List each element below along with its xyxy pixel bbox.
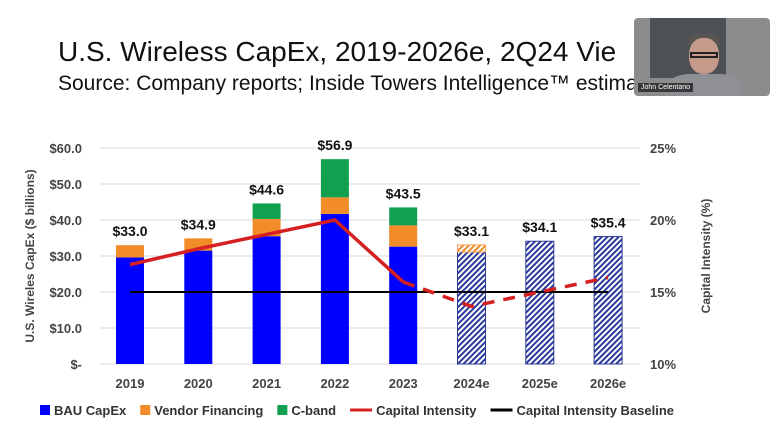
bar-bau-capex-2026e — [593, 236, 623, 365]
participant-name: John Celentano — [638, 83, 694, 92]
bar-c-band-2023 — [389, 207, 418, 226]
capital-intensity-line — [129, 218, 405, 284]
y-tick-label: $20.0 — [49, 285, 82, 300]
legend-label: Capital Intensity — [376, 403, 477, 418]
legend-swatch — [140, 405, 151, 415]
legend-swatch — [40, 405, 50, 415]
bar-bau-capex-2023 — [389, 246, 418, 364]
data-label-2026e: $35.4 — [591, 215, 626, 231]
y2-tick-label: 10% — [650, 357, 676, 372]
data-label-2023: $43.5 — [386, 185, 421, 201]
bar-vendor-financing-2023 — [389, 225, 418, 247]
y-tick-label: $60.0 — [49, 141, 82, 156]
y-tick-label: $- — [70, 357, 82, 372]
bar-vendor-financing-2022 — [320, 197, 349, 214]
bar-c-band-2021 — [252, 203, 281, 219]
slide-title: U.S. Wireless CapEx, 2019-2026e, 2Q24 Vi… — [58, 36, 617, 67]
data-label-2024e: $33.1 — [454, 223, 489, 239]
bar-bau-capex-2019 — [116, 257, 144, 364]
capital-intensity-estimate-line — [402, 275, 609, 309]
legend-label: Vendor Financing — [154, 403, 263, 418]
x-tick-label: 2020 — [184, 376, 213, 391]
x-tick-label: 2025e — [522, 376, 558, 391]
legend-swatch — [277, 405, 288, 415]
y2-axis-label: Capital Intensity (%) — [699, 199, 713, 314]
y-tick-label: $40.0 — [49, 213, 82, 228]
legend-label: BAU CapEx — [54, 403, 127, 418]
y2-tick-label: 25% — [650, 141, 676, 156]
data-label-2019: $33.0 — [112, 223, 147, 239]
legend-label: Capital Intensity Baseline — [517, 403, 675, 418]
data-label-2025e: $34.1 — [522, 219, 557, 235]
slide-subtitle: Source: Company reports; Inside Towers I… — [58, 72, 638, 95]
y-axis-label: U.S. Wireles CapEx ($ billions) — [23, 169, 37, 342]
bar-bau-capex-2022 — [320, 213, 349, 364]
data-label-2021: $44.6 — [249, 181, 284, 197]
x-tick-label: 2022 — [320, 376, 349, 391]
participant-glasses — [690, 52, 718, 58]
data-label-2020: $34.9 — [181, 216, 216, 232]
y-tick-label: $50.0 — [49, 177, 82, 192]
y2-tick-label: 20% — [650, 213, 676, 228]
bar-vendor-financing-2019 — [116, 245, 144, 258]
x-tick-label: 2023 — [389, 376, 418, 391]
participant-video[interactable]: John Celentano — [634, 18, 770, 96]
bar-c-band-2022 — [320, 159, 349, 198]
y-tick-label: $10.0 — [49, 321, 82, 336]
bar-bau-capex-2021 — [252, 236, 281, 364]
x-tick-label: 2021 — [252, 376, 281, 391]
x-tick-label: 2019 — [116, 376, 145, 391]
y2-tick-label: 15% — [650, 285, 676, 300]
x-tick-label: 2024e — [453, 376, 489, 391]
data-label-2022: $56.9 — [317, 137, 352, 153]
y-tick-label: $30.0 — [49, 249, 82, 264]
bar-bau-capex-2025e — [525, 240, 555, 365]
x-tick-label: 2026e — [590, 376, 626, 391]
legend-label: C-band — [291, 403, 336, 418]
bar-bau-capex-2020 — [184, 250, 213, 364]
bar-vendor-financing-2024e — [457, 244, 486, 253]
